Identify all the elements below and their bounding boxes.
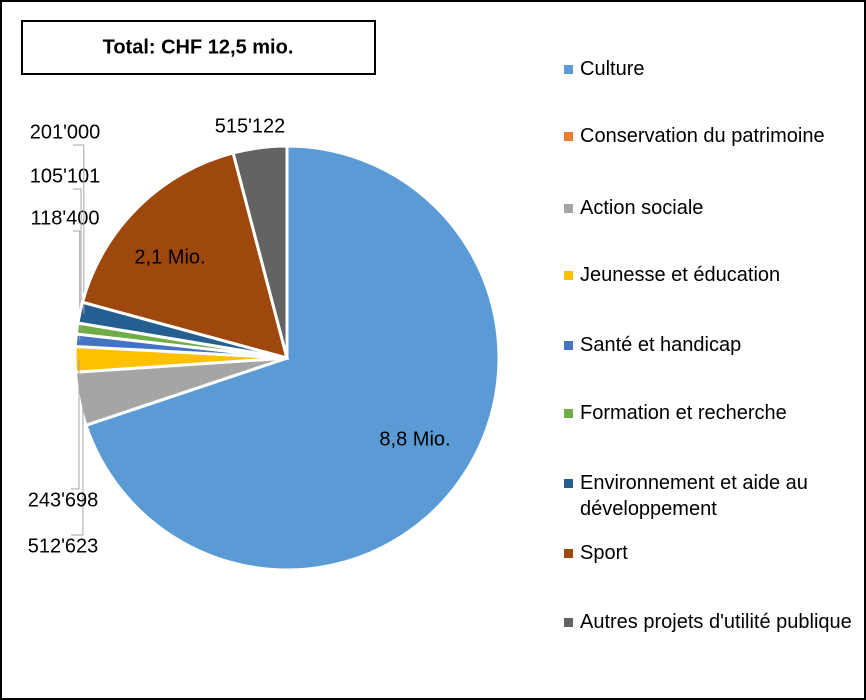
legend-label: Formation et recherche [580,402,787,424]
chart-title: Total: CHF 12,5 mio. [103,36,294,58]
legend-marker [564,409,573,418]
legend-item: Action sociale [564,195,865,221]
legend-item: Santé et handicap [564,332,865,358]
legend-marker [564,618,573,627]
data-label: 201'000 [30,121,101,143]
legend-label: Culture [580,58,645,80]
legend-item: Autres projets d'utilité publique [564,609,865,635]
leader-line [73,144,85,314]
legend-label: Jeunesse et éducation [580,264,781,286]
data-label: 243'698 [28,489,99,511]
legend-label: Action sociale [580,197,704,219]
legend-label: Conservation du patrimoine [580,125,825,147]
leader-line [71,359,80,490]
leader-line [73,230,81,341]
leader-line [71,398,84,536]
legend-marker [564,549,573,558]
legend-label: Autres projets d'utilité publique [580,611,852,633]
data-label: 105'101 [30,165,101,187]
legend-item: Conservation du patrimoine [564,123,865,149]
legend-marker [564,271,573,280]
pie-slice [231,144,289,359]
data-label: 8,8 Mio. [379,428,450,450]
title-box [21,20,376,75]
data-label: 515'122 [215,115,286,137]
data-label: 118'400 [30,207,99,229]
legend-item: Jeunesse et éducation [564,262,865,288]
legend-label: Santé et handicap [580,334,742,356]
legend-marker [564,132,573,141]
data-label: 512'623 [28,535,99,557]
legend-item: Environnement et aide au développement [564,470,865,522]
legend-label: Sport [580,542,628,564]
legend-item: Culture [564,56,865,82]
data-label: 2,1 Mio. [134,246,205,268]
pie-slice [80,151,290,361]
legend-label: Environnement et aide au développement [580,472,808,520]
legend-marker [564,204,573,213]
legend-marker [564,65,573,74]
legend-marker [564,479,573,488]
leader-line [73,188,82,330]
legend-item: Sport [564,540,865,566]
pie-slice [84,144,501,572]
legend-marker [564,341,573,350]
legend-item: Formation et recherche [564,400,865,426]
